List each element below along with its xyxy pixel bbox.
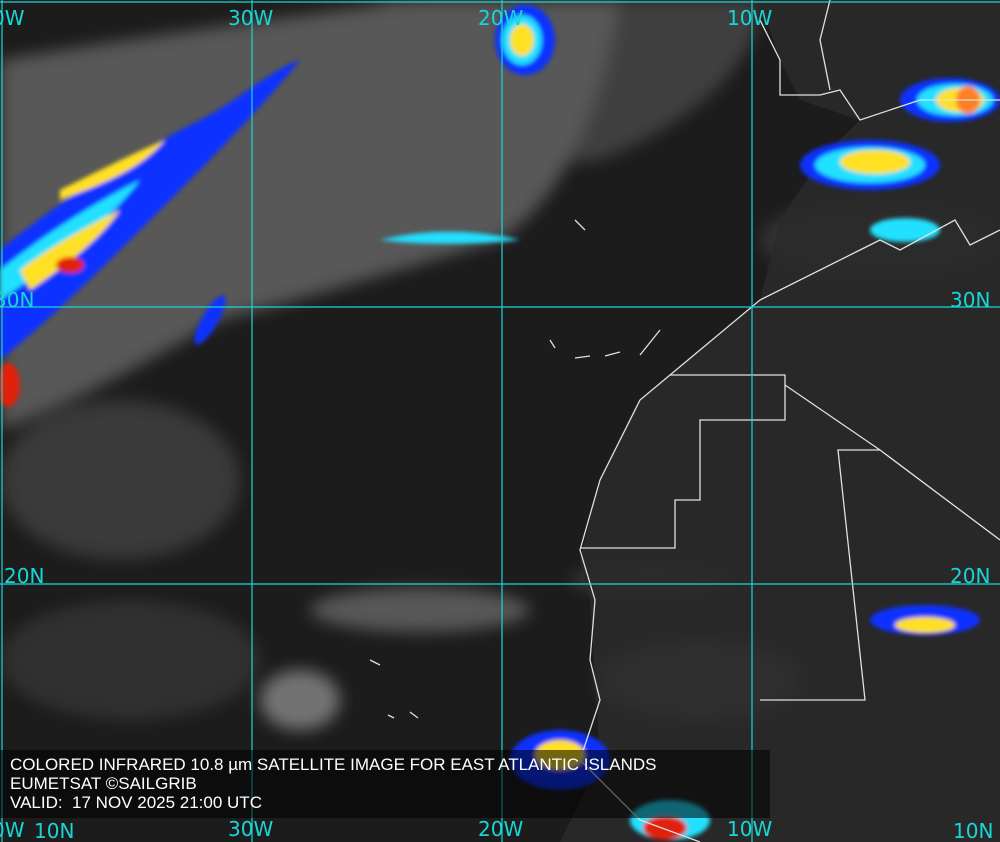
lat-label-right-10n: 10N — [953, 819, 994, 842]
caption-credit: EUMETSAT ©SAILGRIB — [10, 774, 197, 793]
caption-backdrop — [0, 750, 770, 818]
lon-label-top-30w: 30W — [228, 6, 274, 30]
lon-label-bottom-20w: 20W — [478, 817, 524, 841]
lon-label-bottom-30w: 30W — [228, 817, 274, 841]
lon-label-top-40w: 0W — [0, 6, 25, 30]
lat-label-left-30n: 30N — [0, 288, 35, 312]
lon-label-top-20w: 20W — [478, 6, 524, 30]
lat-label-right-20n: 20N — [950, 564, 991, 588]
caption-valid-time: VALID: 17 NOV 2025 21:00 UTC — [10, 793, 262, 812]
lat-label-left-10n: 10N — [34, 819, 75, 842]
lon-label-bottom-40w: 0W — [0, 818, 25, 842]
caption-title: COLORED INFRARED 10.8 µm SATELLITE IMAGE… — [10, 755, 657, 774]
image-caption: COLORED INFRARED 10.8 µm SATELLITE IMAGE… — [10, 755, 657, 812]
lat-label-left-20n: 20N — [4, 564, 45, 588]
lat-label-right-30n: 30N — [950, 288, 991, 312]
coastlines-and-borders — [369, 0, 1000, 842]
lon-label-top-10w: 10W — [727, 6, 773, 30]
lon-label-bottom-10w: 10W — [727, 817, 773, 841]
